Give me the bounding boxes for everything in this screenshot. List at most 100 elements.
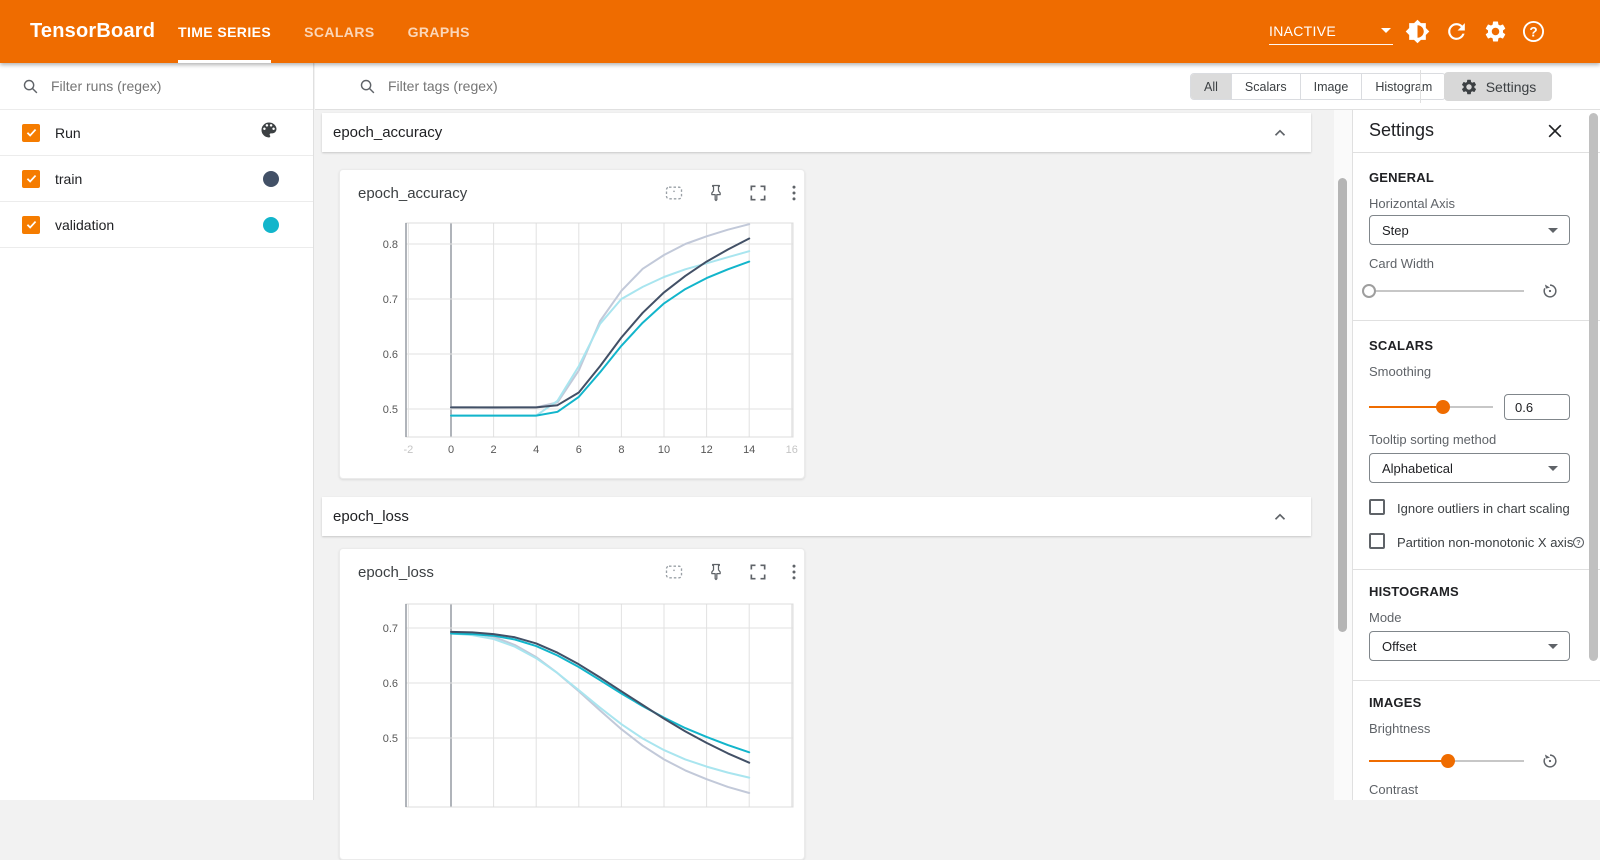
brightness-slider[interactable] [1369, 754, 1524, 768]
smoothing-slider-thumb[interactable] [1436, 400, 1451, 414]
chevron-down-icon [1548, 644, 1558, 649]
toolbar-separator [1420, 70, 1421, 103]
divider [1353, 680, 1600, 681]
svg-text:0.8: 0.8 [383, 239, 398, 251]
search-icon [360, 79, 375, 93]
horizontal-axis-select[interactable]: Step [1369, 215, 1570, 245]
divider [1353, 152, 1600, 153]
filter-tags-row [337, 63, 1037, 109]
loss-line-chart[interactable]: 0.5 0.6 0.7 [346, 599, 798, 809]
settings-toggle-label: Settings [1485, 78, 1537, 95]
svg-text:4: 4 [533, 444, 539, 456]
more-options-icon[interactable] [784, 183, 804, 203]
fit-data-icon[interactable] [664, 562, 684, 582]
tag-filter-pill-scalars[interactable]: Scalars [1231, 74, 1301, 99]
scalars-heading: SCALARS [1369, 338, 1434, 353]
svg-text:0: 0 [448, 444, 454, 456]
section-header-epoch-accuracy[interactable]: epoch_accuracy [322, 113, 1311, 152]
reset-icon[interactable] [1540, 281, 1560, 301]
brightness-slider-fill [1369, 760, 1449, 762]
svg-text:14: 14 [743, 444, 755, 456]
run-checkbox[interactable] [22, 215, 40, 234]
tab-scalars[interactable]: SCALARS [304, 23, 375, 40]
histogram-mode-label: Mode [1369, 610, 1402, 625]
svg-text:12: 12 [700, 444, 712, 456]
images-heading: IMAGES [1369, 695, 1422, 710]
app-header: TensorBoard TIME SERIES SCALARS GRAPHS INA… [0, 0, 1600, 63]
theme-toggle-icon[interactable] [1405, 19, 1430, 44]
help-icon[interactable]: ? [1572, 536, 1585, 549]
section-header-epoch-loss[interactable]: epoch_loss [322, 497, 1311, 536]
brightness-slider-thumb[interactable] [1441, 754, 1456, 768]
filter-tags-input[interactable] [388, 78, 1008, 94]
fit-data-icon[interactable] [664, 183, 684, 203]
tag-filter-pill-all[interactable]: All [1191, 74, 1232, 99]
filter-runs-input[interactable] [51, 78, 271, 94]
main-tabs: TIME SERIES SCALARS GRAPHS [178, 0, 503, 63]
tab-graphs[interactable]: GRAPHS [407, 23, 470, 40]
pin-icon[interactable] [706, 562, 726, 582]
svg-text:-2: -2 [404, 444, 414, 456]
histogram-mode-value: Offset [1382, 638, 1417, 654]
card-title: epoch_accuracy [358, 185, 468, 202]
settings-toggle-button[interactable]: Settings [1444, 72, 1552, 101]
run-checkbox[interactable] [22, 169, 40, 188]
tag-filter-pill-image[interactable]: Image [1300, 74, 1363, 99]
ignore-outliers-checkbox[interactable] [1369, 499, 1385, 515]
run-row-train: train [0, 156, 313, 202]
card-header: epoch_accuracy [340, 170, 804, 216]
card-title: epoch_loss [358, 564, 434, 581]
status-dropdown[interactable]: INACTIVE [1269, 18, 1393, 45]
histogram-mode-select[interactable]: Offset [1369, 631, 1570, 661]
horizontal-axis-label: Horizontal Axis [1369, 196, 1455, 211]
run-color-dot [263, 170, 279, 187]
svg-text:16: 16 [786, 444, 798, 456]
smoothing-value-input[interactable] [1504, 394, 1570, 420]
close-icon[interactable] [1545, 121, 1565, 141]
brightness-label: Brightness [1369, 721, 1431, 736]
status-label: INACTIVE [1269, 23, 1336, 39]
check-icon [26, 220, 36, 229]
help-icon[interactable]: ? [1521, 19, 1546, 44]
accuracy-line-chart[interactable]: 0.5 0.6 0.7 0.8 0 2 4 6 8 10 12 14 -2 16 [346, 216, 798, 461]
card-width-slider[interactable] [1362, 284, 1524, 298]
tag-type-filter: All Scalars Image Histogram [1190, 73, 1447, 100]
partition-x-axis-label: Partition non-monotonic X axis [1397, 535, 1574, 550]
check-icon [26, 174, 36, 183]
panel-scrollbar-thumb[interactable] [1589, 113, 1598, 661]
tab-time-series[interactable]: TIME SERIES [178, 0, 272, 63]
partition-x-axis-checkbox[interactable] [1369, 533, 1385, 549]
collapse-chevron-icon[interactable] [1271, 508, 1289, 526]
card-width-slider-thumb[interactable] [1362, 284, 1376, 298]
tooltip-sorting-select[interactable]: Alphabetical [1369, 453, 1570, 483]
smoothing-slider[interactable] [1369, 400, 1493, 414]
refresh-icon[interactable] [1444, 19, 1469, 44]
settings-gear-icon[interactable] [1483, 19, 1508, 44]
fullscreen-icon[interactable] [748, 562, 768, 582]
palette-icon[interactable] [259, 120, 279, 145]
general-heading: GENERAL [1369, 170, 1434, 185]
svg-text:8: 8 [618, 444, 624, 456]
chevron-down-icon [1548, 228, 1558, 233]
reset-icon[interactable] [1540, 751, 1560, 771]
svg-text:10: 10 [658, 444, 670, 456]
run-row-validation: validation [0, 202, 313, 248]
smoothing-slider-fill [1369, 406, 1444, 408]
runs-sidebar: Run train validation [0, 63, 314, 800]
contrast-label: Contrast [1369, 782, 1419, 797]
settings-gear-icon [1461, 79, 1476, 94]
pin-icon[interactable] [706, 183, 726, 203]
tag-filter-pill-histogram[interactable]: Histogram [1362, 74, 1446, 99]
app-title: TensorBoard [30, 20, 156, 42]
collapse-chevron-icon[interactable] [1271, 124, 1289, 142]
main-scrollbar-thumb[interactable] [1338, 178, 1347, 632]
svg-text:?: ? [1576, 538, 1581, 547]
svg-text:0.5: 0.5 [383, 733, 398, 745]
svg-text:0.7: 0.7 [383, 294, 398, 306]
run-checkbox[interactable] [22, 123, 40, 142]
divider [1353, 320, 1600, 321]
divider [1353, 569, 1600, 570]
card-header: epoch_loss [340, 549, 804, 595]
more-options-icon[interactable] [784, 562, 804, 582]
fullscreen-icon[interactable] [748, 183, 768, 203]
